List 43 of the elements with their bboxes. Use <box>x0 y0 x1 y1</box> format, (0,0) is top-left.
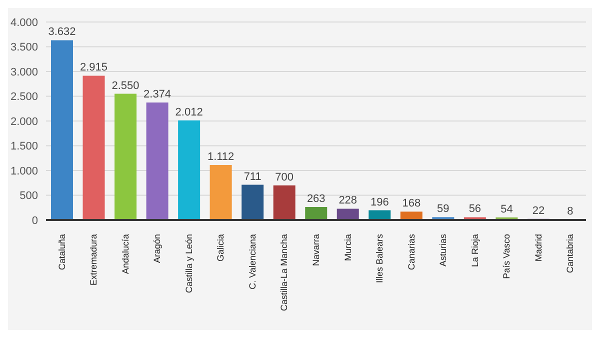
data-label: 8 <box>567 206 574 218</box>
y-tick-label: 500 <box>20 190 38 202</box>
data-label: 56 <box>468 203 482 216</box>
x-tick-label: Navarra <box>311 234 321 266</box>
y-tick-label: 2.500 <box>10 91 38 104</box>
data-label: 2.915 <box>80 62 108 74</box>
x-tick-label: Asturias <box>438 234 448 267</box>
data-label: 2.550 <box>112 80 140 92</box>
y-tick-label: 3.000 <box>10 66 38 78</box>
x-tick-label: Madrid <box>533 234 544 262</box>
x-tick-label: Aragón <box>152 234 162 264</box>
data-label: 263 <box>306 192 326 205</box>
x-tick-label: Murcia <box>342 234 353 262</box>
x-tick-label: Castilla-La Mancha <box>279 234 290 312</box>
y-tick-label: 2.000 <box>10 116 38 128</box>
data-label: 3.632 <box>48 26 76 38</box>
data-label: 54 <box>500 203 513 216</box>
data-label: 22 <box>532 204 545 217</box>
y-tick-label: 4.000 <box>10 16 38 29</box>
y-tick-label: 3.500 <box>10 42 38 54</box>
y-tick-label: 1.000 <box>10 165 38 178</box>
data-label: 168 <box>402 198 421 210</box>
data-label: 711 <box>244 170 262 183</box>
data-label: 196 <box>370 196 389 208</box>
y-tick-label: 0 <box>32 214 38 227</box>
x-tick-label: País Vasco <box>502 234 512 279</box>
data-label: 2.374 <box>144 88 172 100</box>
data-label: 59 <box>437 203 450 216</box>
x-tick-label: Canarias <box>406 234 416 270</box>
x-tick-label: Cataluña <box>56 234 67 270</box>
data-label: 700 <box>275 171 294 184</box>
x-tick-label: Illes Balears <box>374 234 385 284</box>
x-tick-label: C. Valenciana <box>247 234 258 290</box>
x-tick-label: Extremadura <box>88 234 99 286</box>
x-tick-label: Andalucía <box>120 234 130 274</box>
y-tick-label: 1.500 <box>10 140 38 153</box>
x-tick-label: Castilla y León <box>184 234 194 294</box>
data-label: 1.112 <box>207 150 234 163</box>
x-tick-label: Galicia <box>216 234 226 262</box>
data-label: 228 <box>338 194 358 207</box>
x-tick-label: La Rioja <box>470 234 480 268</box>
x-tick-label: Cantabria <box>565 234 576 274</box>
data-label: 2.012 <box>175 106 203 118</box>
